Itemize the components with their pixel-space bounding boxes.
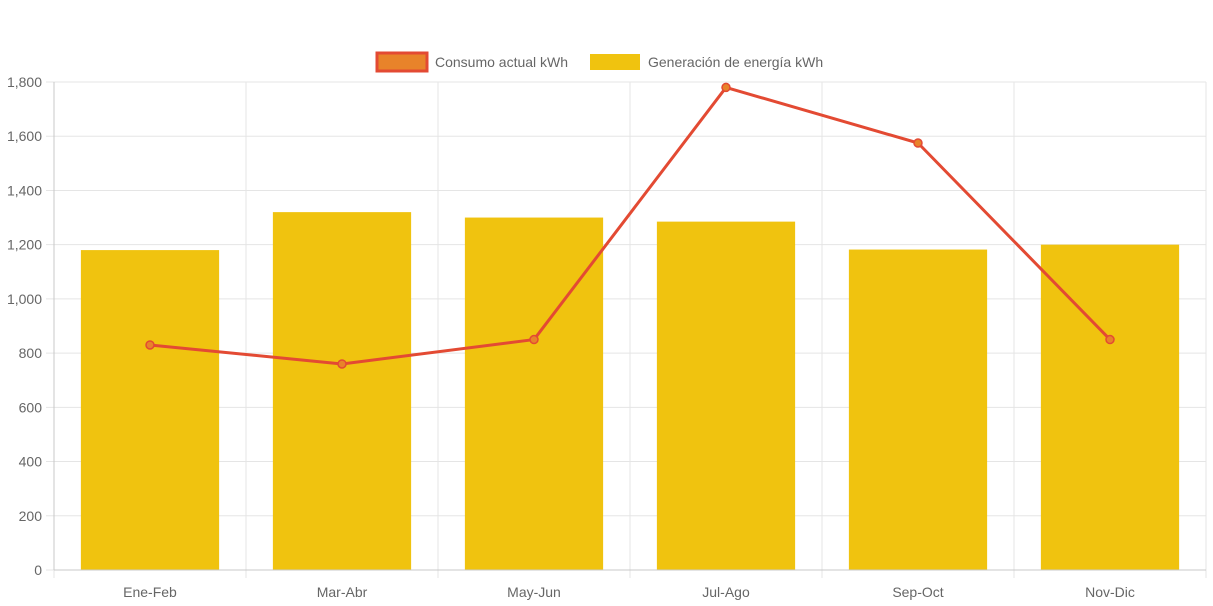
point-mar-abr[interactable] xyxy=(337,359,347,369)
consumo-line xyxy=(149,85,1112,366)
bar-mar-abr[interactable] xyxy=(272,212,412,570)
bar-ene-feb[interactable] xyxy=(80,250,220,571)
point-may-jun[interactable] xyxy=(529,334,539,345)
bar-sep-oct[interactable] xyxy=(848,249,988,570)
y-tick-label: 200 xyxy=(19,508,43,524)
bar-may-jun[interactable] xyxy=(464,217,604,571)
y-tick-label: 0 xyxy=(34,562,42,578)
x-tick-label: Sep-Oct xyxy=(892,584,943,600)
point-ene-feb[interactable] xyxy=(145,340,155,350)
bar-nov-dic[interactable] xyxy=(1040,244,1180,570)
y-tick-label: 1,800 xyxy=(7,74,42,90)
point-nov-dic[interactable] xyxy=(1105,334,1115,345)
y-tick-label: 400 xyxy=(19,454,43,470)
point-jul-ago[interactable] xyxy=(721,82,731,93)
x-axis-tick-labels: Ene-Feb Mar-Abr May-Jun Jul-Ago Sep-Oct Nov-D… xyxy=(123,584,1135,600)
axes xyxy=(53,82,1206,571)
legend-label-generacion[interactable]: Generación de energía kWh xyxy=(648,54,823,70)
x-tick-label: Jul-Ago xyxy=(702,584,750,600)
bar-series-generacion xyxy=(80,212,1180,571)
point-sep-oct[interactable] xyxy=(913,138,923,148)
line-series-consumo xyxy=(145,82,1115,369)
x-tick-label: May-Jun xyxy=(507,584,561,600)
legend[interactable]: Consumo actual kWh Generación de energía… xyxy=(375,51,823,73)
y-tick-label: 1,000 xyxy=(7,291,42,307)
bar-jul-ago[interactable] xyxy=(656,221,796,570)
legend-label-consumo[interactable]: Consumo actual kWh xyxy=(435,54,568,70)
y-axis-tick-labels: 0 200 400 600 800 1,000 1,200 1,400 1,600 1,800 xyxy=(7,74,42,578)
y-tick-label: 800 xyxy=(19,345,43,361)
legend-swatch-consumo[interactable] xyxy=(375,51,429,73)
y-tick-label: 1,400 xyxy=(7,182,42,198)
x-tick-label: Mar-Abr xyxy=(317,584,368,600)
grid xyxy=(46,81,1207,578)
y-tick-label: 1,600 xyxy=(7,128,42,144)
x-tick-label: Nov-Dic xyxy=(1085,584,1135,600)
x-tick-label: Ene-Feb xyxy=(123,584,177,600)
legend-swatch-generacion[interactable] xyxy=(590,54,640,70)
y-tick-label: 1,200 xyxy=(7,237,42,253)
y-tick-label: 600 xyxy=(19,399,43,415)
